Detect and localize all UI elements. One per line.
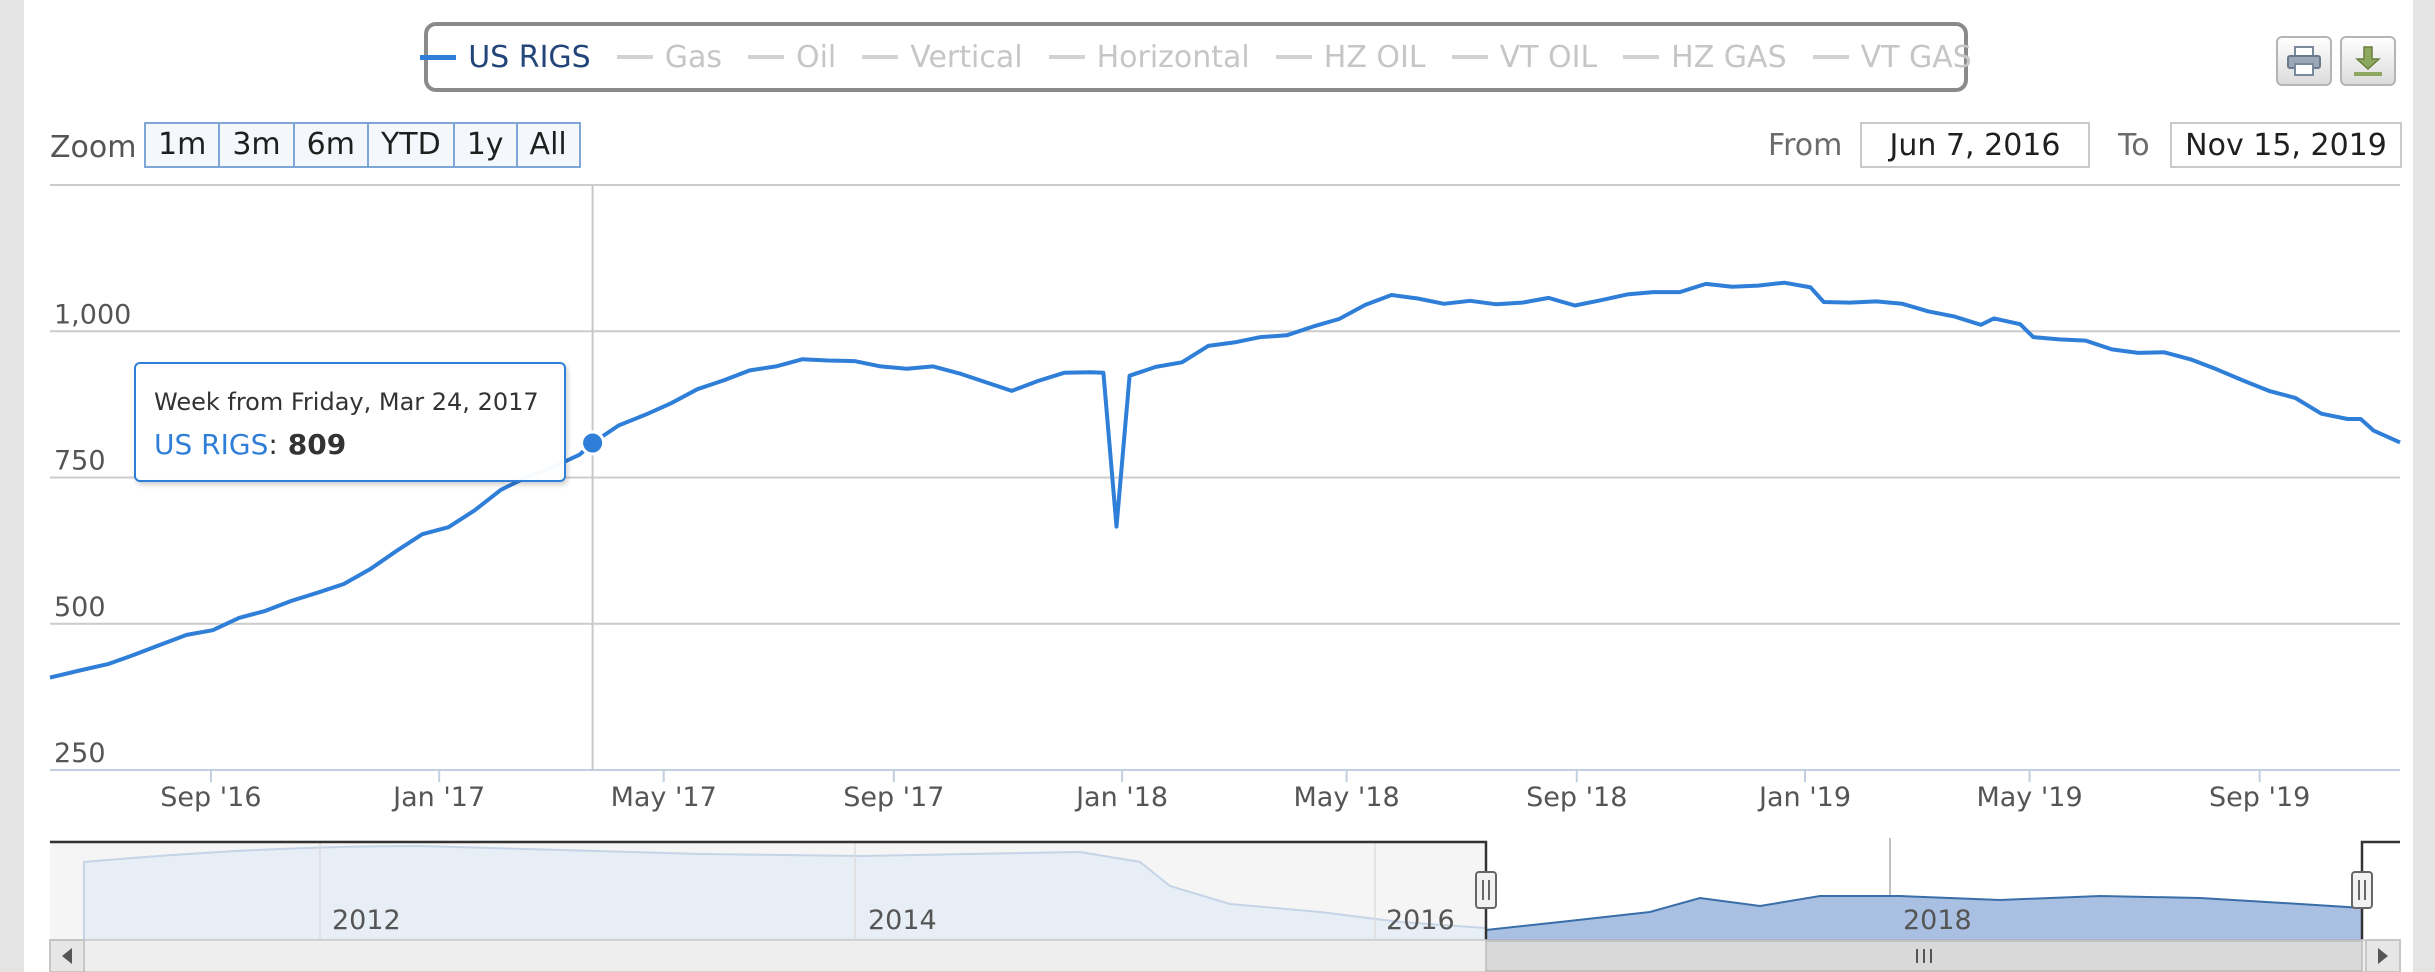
legend-swatch [1623, 55, 1660, 59]
zoom-label: Zoom [50, 130, 137, 165]
legend-label: VT GAS [1860, 39, 1972, 75]
legend-item-hz-gas[interactable]: HZ GAS [1623, 39, 1787, 75]
x-tick-label: Sep '19 [2209, 782, 2310, 813]
zoom-buttons: 1m 3m 6m YTD 1y All [144, 122, 581, 168]
legend-item-hz-oil[interactable]: HZ OIL [1275, 39, 1426, 75]
legend-label: Vertical [910, 39, 1023, 75]
navigator-tick-label: 2016 [1386, 905, 1455, 936]
grip-icon [1916, 949, 1932, 963]
from-date-input[interactable] [1860, 122, 2090, 168]
printer-icon [2287, 46, 2321, 76]
legend-item-horizontal[interactable]: Horizontal [1048, 39, 1250, 75]
legend-item-vertical[interactable]: Vertical [862, 39, 1023, 75]
legend-label: HZ OIL [1323, 39, 1426, 75]
y-tick-label: 500 [54, 592, 106, 623]
legend-item-us-rigs[interactable]: US RIGS [420, 40, 591, 75]
zoom-button-ytd[interactable]: YTD [368, 124, 455, 166]
tooltip-colon: : [268, 428, 278, 461]
legend-label: VT OIL [1499, 39, 1598, 75]
tooltip-header: Week from Friday, Mar 24, 2017 [154, 388, 539, 416]
x-tick-label: May '19 [1976, 782, 2082, 813]
download-icon [2354, 46, 2382, 76]
legend-label: US RIGS [468, 39, 591, 75]
legend-label: Gas [664, 39, 722, 75]
x-tick-label: Jan '18 [1074, 782, 1168, 813]
y-tick-label: 750 [54, 446, 106, 477]
zoom-button-1y[interactable]: 1y [454, 124, 518, 166]
legend-swatch [1451, 55, 1488, 59]
zoom-button-all[interactable]: All [517, 124, 579, 166]
legend-label: Horizontal [1096, 39, 1250, 75]
arrow-right-icon [2378, 948, 2388, 964]
scrollbar[interactable] [49, 939, 2401, 972]
legend-label: Oil [795, 39, 837, 75]
legend-item-vt-gas[interactable]: VT GAS [1812, 39, 1972, 75]
legend-item-vt-oil[interactable]: VT OIL [1451, 39, 1598, 75]
tooltip-row: US RIGS: 809 [154, 428, 546, 461]
legend-swatch [1048, 55, 1085, 59]
tooltip: Week from Friday, Mar 24, 2017 US RIGS: 8… [134, 362, 566, 482]
legend-swatch [747, 55, 784, 59]
highlight-point[interactable] [580, 430, 606, 456]
to-date-input[interactable] [2170, 122, 2402, 168]
navigator-tick-label: 2012 [332, 905, 401, 936]
navigator-tick-label: 2018 [1903, 905, 1972, 936]
legend-item-oil[interactable]: Oil [747, 39, 837, 75]
arrow-left-icon [62, 948, 72, 964]
x-tick-label: Sep '18 [1526, 782, 1627, 813]
to-label: To [2118, 128, 2150, 163]
tooltip-value: 809 [287, 428, 347, 461]
page-edge-left [0, 0, 24, 972]
x-tick-label: May '17 [611, 782, 717, 813]
navigator[interactable]: 2012 2014 2016 2018 [50, 838, 2400, 941]
zoom-button-1m[interactable]: 1m [146, 124, 221, 166]
x-tick-label: May '18 [1294, 782, 1400, 813]
print-button[interactable] [2276, 36, 2332, 86]
navigator-handle-right[interactable] [2351, 871, 2373, 909]
download-button[interactable] [2340, 36, 2396, 86]
y-tick-label: 250 [54, 738, 106, 769]
legend-swatch [616, 55, 653, 59]
zoom-button-3m[interactable]: 3m [220, 124, 295, 166]
chart-legend: US RIGS Gas Oil Vertical Horizontal HZ OIL VT … [420, 22, 1972, 92]
x-tick-label: Sep '16 [160, 782, 261, 813]
y-tick-label: 1,000 [54, 299, 131, 330]
x-tick-label: Jan '19 [1757, 782, 1851, 813]
legend-item-gas[interactable]: Gas [616, 39, 722, 75]
navigator-handle-left[interactable] [1475, 871, 1497, 909]
tooltip-series-name: US RIGS [154, 428, 269, 461]
navigator-history-area [83, 844, 1487, 941]
legend-swatch [420, 54, 457, 60]
from-label: From [1768, 128, 1843, 163]
x-tick-label: Jan '17 [391, 782, 485, 813]
x-tick-label: Sep '17 [843, 782, 944, 813]
legend-swatch [862, 55, 899, 59]
legend-label: HZ GAS [1671, 39, 1787, 75]
page-edge-right [2413, 0, 2435, 972]
zoom-button-6m[interactable]: 6m [294, 124, 369, 166]
navigator-tick-label: 2014 [868, 905, 937, 936]
series-line-us-rigs[interactable] [49, 280, 2401, 680]
legend-swatch [1275, 55, 1312, 59]
legend-swatch [1812, 55, 1849, 59]
